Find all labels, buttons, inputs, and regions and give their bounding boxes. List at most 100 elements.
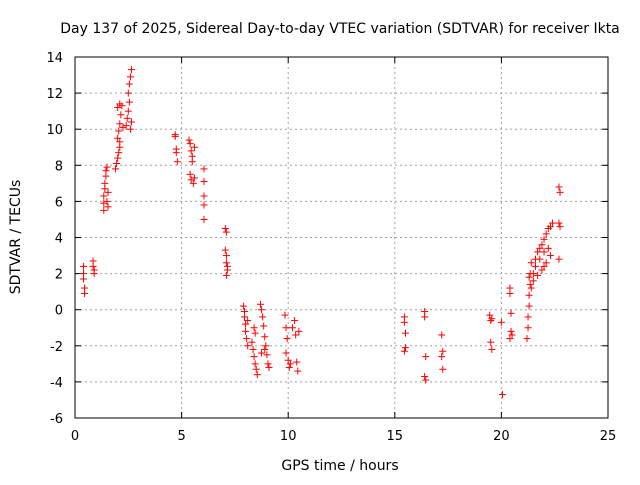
data-point — [506, 335, 514, 343]
data-point — [258, 349, 266, 357]
data-point — [103, 163, 111, 171]
grid-lines — [75, 57, 608, 418]
x-tick-label: 5 — [177, 429, 185, 444]
data-point — [542, 230, 550, 238]
data-point — [538, 241, 546, 249]
y-axis-label: SDTVAR / TECUs — [8, 180, 24, 295]
x-tick-label: 10 — [280, 429, 297, 444]
data-point — [526, 280, 534, 288]
data-point — [283, 335, 291, 343]
tick-labels: 0 5 10 15 20 25 -6 -4 -2 0 2 4 6 8 10 12 14 — [46, 51, 616, 444]
data-point — [244, 342, 252, 350]
data-point — [507, 327, 515, 335]
x-tick-label: 15 — [387, 429, 404, 444]
data-point — [190, 174, 198, 182]
data-point — [527, 259, 535, 267]
data-point — [100, 192, 108, 200]
data-point — [115, 127, 123, 135]
data-point — [187, 147, 195, 155]
data-point — [285, 363, 293, 371]
x-axis-label: GPS time / hours — [281, 458, 398, 474]
data-point — [127, 66, 135, 74]
data-point — [124, 107, 132, 115]
data-point — [532, 262, 540, 270]
data-point — [114, 134, 122, 142]
data-point — [525, 291, 533, 299]
data-point — [487, 338, 495, 346]
y-tick-label: 8 — [55, 159, 63, 174]
data-point — [422, 353, 430, 361]
data-point — [173, 158, 181, 166]
data-point — [294, 367, 302, 375]
data-point — [540, 235, 548, 243]
x-tick-label: 0 — [71, 429, 79, 444]
data-point — [487, 317, 495, 325]
data-point — [506, 289, 514, 297]
data-point — [258, 306, 266, 314]
data-point — [555, 255, 563, 263]
data-point — [222, 259, 230, 267]
data-point — [438, 353, 446, 361]
data-point — [421, 372, 429, 380]
data-point — [190, 143, 198, 151]
data-point — [439, 347, 447, 355]
data-point — [116, 138, 124, 146]
data-point — [123, 114, 131, 122]
data-point — [260, 322, 268, 330]
data-point — [524, 313, 532, 321]
data-point — [540, 248, 548, 256]
x-tick-label: 25 — [600, 429, 617, 444]
y-tick-label: 2 — [55, 268, 63, 283]
data-point — [534, 271, 542, 279]
chart-title: Day 137 of 2025, Sidereal Day-to-day VTE… — [60, 21, 620, 37]
data-point — [529, 270, 537, 278]
data-point — [116, 120, 124, 128]
y-tick-label: 0 — [55, 304, 63, 319]
data-point — [104, 188, 112, 196]
data-point — [556, 188, 564, 196]
data-point — [114, 154, 122, 162]
data-point — [171, 132, 179, 140]
data-point — [80, 275, 88, 283]
y-tick-label: 14 — [46, 51, 63, 66]
data-point — [248, 338, 256, 346]
data-point — [555, 219, 563, 227]
data-point — [185, 136, 193, 144]
data-point — [529, 277, 537, 285]
data-point — [243, 335, 251, 343]
data-point — [525, 273, 533, 281]
data-point — [251, 329, 259, 337]
data-point — [261, 333, 269, 341]
data-point — [540, 262, 548, 270]
data-point — [189, 179, 197, 187]
data-point — [252, 365, 260, 373]
data-point — [438, 331, 446, 339]
data-point — [251, 360, 259, 368]
data-point — [262, 342, 270, 350]
y-tick-label: -6 — [50, 412, 63, 427]
plot-frame — [74, 56, 609, 419]
data-point — [114, 104, 122, 112]
data-point — [264, 360, 272, 368]
data-point — [556, 223, 564, 231]
data-point — [119, 123, 127, 131]
data-point — [222, 228, 230, 236]
data-point — [536, 244, 544, 252]
data-point — [486, 311, 494, 319]
data-point — [253, 371, 261, 379]
data-point — [103, 197, 111, 205]
data-point — [222, 252, 230, 260]
data-point — [295, 327, 303, 335]
data-point — [498, 391, 506, 399]
data-points — [80, 66, 564, 399]
data-point — [542, 259, 550, 267]
data-point — [288, 324, 296, 332]
data-point — [200, 178, 208, 186]
data-point — [117, 111, 125, 119]
data-point — [244, 317, 252, 325]
data-point — [401, 344, 409, 352]
data-point — [546, 223, 554, 231]
data-point — [293, 358, 301, 366]
data-point — [488, 345, 496, 353]
data-point — [265, 363, 273, 371]
